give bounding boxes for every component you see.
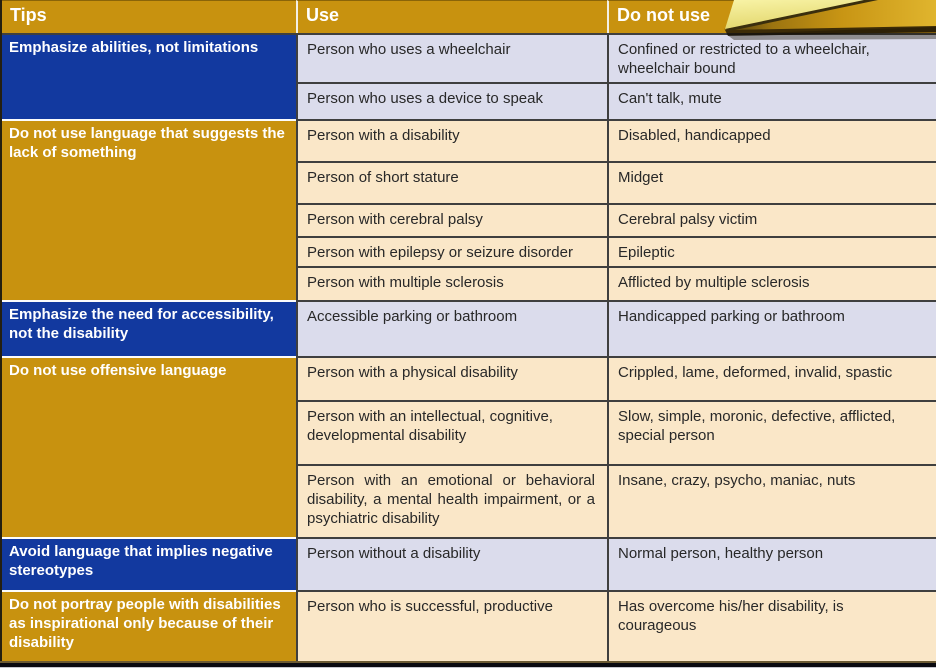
use-cell: Person with epilepsy or seizure disorder	[296, 236, 607, 266]
do-not-use-cell: Normal person, healthy person	[607, 537, 936, 590]
use-cell: Person of short stature	[296, 161, 607, 203]
tip-cell: Emphasize the need for accessibility, no…	[2, 300, 296, 356]
do-not-use-cell: Slow, simple, moronic, defective, afflic…	[607, 400, 936, 464]
table-row: Do not use language that suggests the la…	[2, 119, 936, 300]
do-not-use-cell: Cerebral palsy victim	[607, 203, 936, 236]
table-row: Person with multiple sclerosis Afflicted…	[2, 266, 936, 300]
table-row: Person with cerebral palsy Cerebral pals…	[2, 203, 936, 236]
do-not-use-cell: Handicapped parking or bathroom	[607, 300, 936, 356]
table-row: Person with an emotional or behavioral d…	[2, 464, 936, 537]
bottom-border-bar	[0, 661, 936, 668]
tip-cell: Do not use offensive language	[2, 356, 296, 537]
table-row: Do not use offensive language Person wit…	[2, 356, 936, 537]
tip-cell: Avoid language that implies negative ste…	[2, 537, 296, 590]
use-cell: Person with a physical disability	[296, 356, 607, 400]
do-not-use-cell: Confined or restricted to a wheelchair, …	[607, 33, 936, 82]
do-not-use-cell: Insane, crazy, psycho, maniac, nuts	[607, 464, 936, 537]
use-cell: Person who uses a wheelchair	[296, 33, 607, 82]
use-cell: Person with an emotional or behavioral d…	[296, 464, 607, 537]
table-row: Do not portray people with disabilities …	[2, 590, 936, 665]
use-cell: Person with an intellectual, cognitive, …	[296, 400, 607, 464]
do-not-use-cell: Afflicted by multiple sclerosis	[607, 266, 936, 300]
do-not-use-cell: Disabled, handicapped	[607, 119, 936, 161]
use-cell: Person with multiple sclerosis	[296, 266, 607, 300]
use-cell: Accessible parking or bathroom	[296, 300, 607, 356]
do-not-use-cell: Has overcome his/her disability, is cour…	[607, 590, 936, 665]
tip-cell: Do not use language that suggests the la…	[2, 119, 296, 300]
header-row: Tips Use Do not use	[2, 0, 936, 33]
table-row: Emphasize abilities, not limitations Per…	[2, 33, 936, 119]
column-header-do-not-use: Do not use	[607, 0, 936, 33]
use-cell: Person with cerebral palsy	[296, 203, 607, 236]
table-row: Person with epilepsy or seizure disorder…	[2, 236, 936, 266]
do-not-use-cell: Can't talk, mute	[607, 82, 936, 119]
column-header-tips: Tips	[2, 0, 296, 33]
use-cell: Person who uses a device to speak	[296, 82, 607, 119]
use-cell: Person without a disability	[296, 537, 607, 590]
do-not-use-cell: Epileptic	[607, 236, 936, 266]
table-row: Emphasize the need for accessibility, no…	[2, 300, 936, 356]
table-row: Person with an intellectual, cognitive, …	[2, 400, 936, 464]
do-not-use-cell: Midget	[607, 161, 936, 203]
table-row: Avoid language that implies negative ste…	[2, 537, 936, 590]
use-cell: Person with a disability	[296, 119, 607, 161]
tip-cell: Emphasize abilities, not limitations	[2, 33, 296, 119]
table-row: Person of short stature Midget	[2, 161, 936, 203]
table-row: Person who uses a device to speak Can't …	[2, 82, 936, 119]
do-not-use-cell: Crippled, lame, deformed, invalid, spast…	[607, 356, 936, 400]
column-header-use: Use	[296, 0, 607, 33]
tip-cell: Do not portray people with disabilities …	[2, 590, 296, 665]
use-cell: Person who is successful, productive	[296, 590, 607, 665]
